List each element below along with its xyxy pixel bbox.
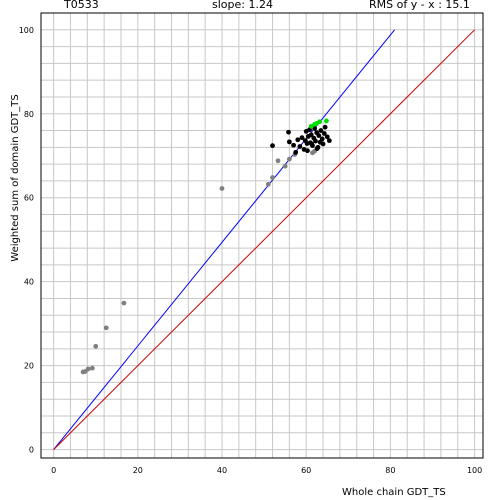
- y-tick-label: 80: [24, 110, 34, 119]
- data-point: [320, 141, 326, 147]
- data-point: [265, 181, 271, 187]
- data-point: [219, 186, 225, 191]
- data-point: [275, 158, 281, 164]
- data-point: [270, 143, 275, 149]
- target-label: T0533: [63, 0, 99, 11]
- data-point: [321, 131, 327, 136]
- data-point: [286, 129, 291, 135]
- data-point: [286, 156, 292, 162]
- data-point: [89, 365, 95, 371]
- data-point: [308, 132, 314, 138]
- data-point: [297, 144, 303, 149]
- data-point: [316, 133, 322, 138]
- data-point: [319, 136, 325, 142]
- data-point: [291, 142, 296, 148]
- y-tick-label: 100: [19, 26, 34, 35]
- data-point: [314, 146, 320, 151]
- y-axis-label: Weighted sum of domain GDT_TS: [10, 94, 21, 261]
- x-axis-label: Whole chain GDT_TS: [342, 487, 446, 498]
- data-point: [317, 119, 323, 125]
- x-tick-label: 40: [217, 466, 227, 475]
- data-point: [103, 325, 109, 331]
- data-point: [270, 175, 275, 180]
- slope-fit-line: [53, 29, 395, 450]
- data-point: [295, 137, 301, 143]
- reference-lines: [53, 29, 475, 450]
- x-tick-label: 80: [385, 466, 395, 475]
- data-point: [322, 124, 328, 130]
- data-point: [313, 138, 318, 144]
- y-tick-label: 60: [24, 194, 34, 203]
- slope-label: slope: 1.24: [212, 0, 273, 11]
- x-tick-label: 100: [467, 466, 482, 475]
- x-tick-label: 0: [51, 466, 56, 475]
- data-points: [80, 118, 332, 375]
- y-tick-label: 0: [29, 446, 34, 455]
- data-point: [121, 300, 127, 306]
- data-point: [299, 135, 305, 141]
- data-point: [85, 366, 91, 372]
- data-point: [324, 134, 330, 140]
- y-tick-label: 40: [24, 278, 34, 287]
- grid: [41, 13, 483, 458]
- data-point: [324, 118, 329, 124]
- x-tick-label: 60: [301, 466, 311, 475]
- y-tick-label: 20: [24, 362, 34, 371]
- data-point: [309, 141, 315, 147]
- data-point: [318, 128, 324, 133]
- tick-labels: 0 20 40 60 80 100 0 20 40 60 80 100: [19, 26, 483, 475]
- data-point: [293, 149, 299, 155]
- x-tick-label: 20: [133, 466, 143, 475]
- data-point: [286, 139, 292, 145]
- plot-frame: [40, 12, 484, 459]
- data-point: [282, 163, 288, 169]
- data-point: [326, 138, 332, 144]
- data-point: [305, 148, 310, 154]
- rms-label: RMS of y - x : 15.1: [369, 0, 470, 11]
- data-point: [93, 343, 99, 349]
- identity-line: [53, 29, 475, 450]
